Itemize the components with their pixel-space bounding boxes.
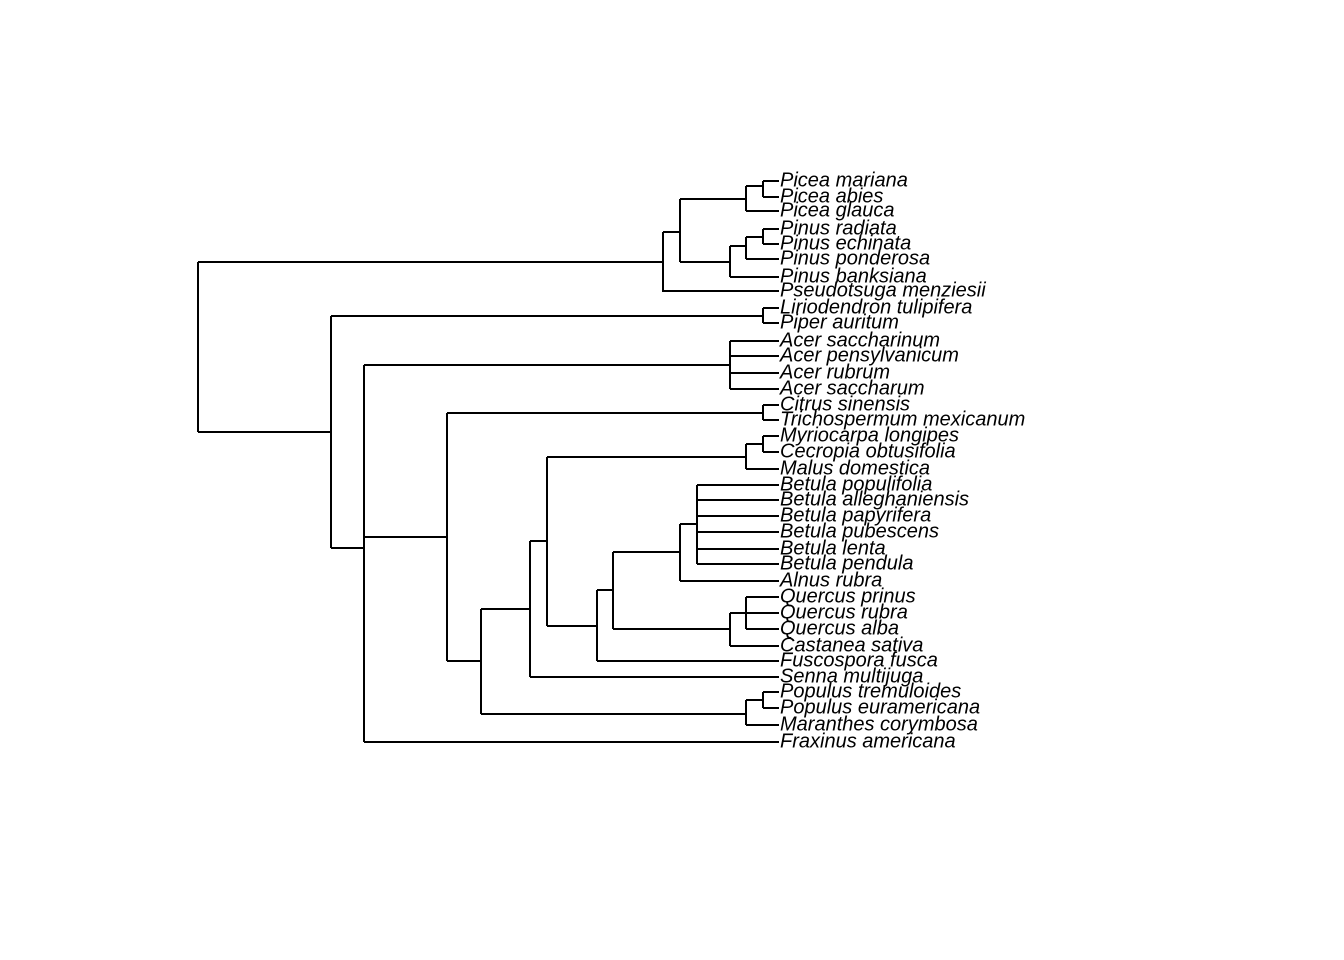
leaf-label: Liriodendron tulipifera: [780, 296, 972, 318]
leaf-label: Quercus prinus: [780, 585, 916, 607]
leaf-label: Acer rubrum: [779, 361, 890, 383]
leaf-label: Myriocarpa longipes: [780, 424, 959, 446]
leaf-label: Picea glauca: [780, 199, 895, 221]
leaf-label: Betula alleghaniensis: [780, 488, 969, 510]
leaf-label: Fraxinus americana: [780, 730, 956, 752]
leaf-label: Acer saccharinum: [779, 329, 940, 351]
leaf-label: Quercus rubra: [780, 601, 908, 623]
leaf-label: Quercus alba: [780, 617, 899, 639]
leaf-label: Castanea sativa: [780, 634, 923, 656]
leaf-label: Citrus sinensis: [780, 393, 910, 415]
leaf-label: Trichospermum mexicanum: [780, 408, 1025, 430]
leaf-label: Pinus banksiana: [780, 265, 927, 287]
leaf-label: Piper auritum: [780, 311, 899, 333]
leaf-label: Acer saccharum: [779, 377, 925, 399]
leaf-label: Betula pubescens: [780, 520, 939, 542]
leaf-label: Malus domestica: [780, 457, 930, 479]
leaf-label: Fuscospora fusca: [780, 649, 938, 671]
leaf-label: Picea abies: [780, 185, 883, 207]
leaf-label: Populus tremuloides: [780, 680, 961, 702]
leaf-label: Pinus echinata: [780, 232, 911, 254]
leaf-label: Betula populifolia: [780, 473, 932, 495]
leaf-label: Pseudotsuga menziesii: [780, 279, 986, 301]
leaf-label: Senna multijuga: [780, 665, 923, 687]
leaf-label: Cecropia obtusifolia: [780, 440, 956, 462]
leaf-label: Betula pendula: [780, 552, 913, 574]
leaf-label: Picea mariana: [780, 169, 908, 191]
leaf-label: Alnus rubra: [779, 569, 882, 591]
leaf-label: Pinus radiata: [780, 217, 897, 239]
tree-branches: [197, 180, 779, 743]
leaf-label: Betula papyrifera: [780, 504, 931, 526]
leaf-label: Pinus ponderosa: [780, 247, 930, 269]
leaf-label: Maranthes corymbosa: [780, 713, 978, 735]
leaf-label: Populus euramericana: [780, 696, 980, 718]
leaf-label: Acer pensylvanicum: [779, 344, 959, 366]
leaf-label: Betula lenta: [780, 537, 886, 559]
